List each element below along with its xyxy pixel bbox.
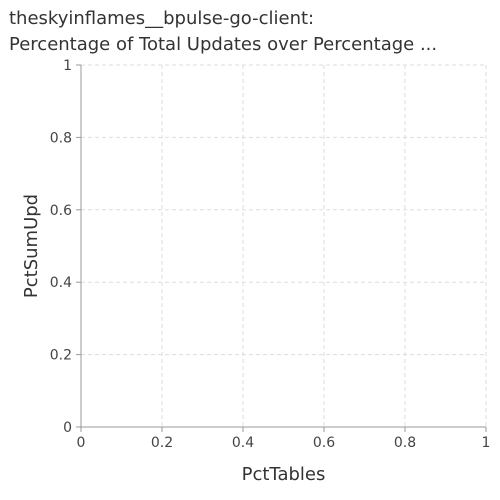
x-tick-label: 0.6: [313, 435, 335, 451]
x-tick-label: 0.2: [151, 435, 173, 451]
y-tick-label: 0.6: [50, 203, 72, 219]
tick-layer: 0 0.2 0.4 0.6 0.8 1 0 0.2 0.4 0.6 0.8 1: [50, 58, 491, 451]
x-tick-label: 1: [482, 435, 491, 451]
x-tick-label: 0.4: [232, 435, 254, 451]
y-tick-label: 0.2: [50, 348, 72, 364]
y-tick-label: 0.4: [50, 275, 72, 291]
x-axis-label: PctTables: [242, 464, 326, 485]
x-tick-label: 0: [77, 435, 86, 451]
y-tick-label: 0: [63, 420, 72, 436]
y-axis-label: PctSumUpd: [21, 194, 42, 298]
y-tick-label: 1: [63, 58, 72, 74]
x-tick-label: 0.8: [394, 435, 416, 451]
grid-layer: [81, 65, 486, 427]
y-tick-label: 0.8: [50, 130, 72, 146]
axis-layer: [81, 65, 486, 427]
